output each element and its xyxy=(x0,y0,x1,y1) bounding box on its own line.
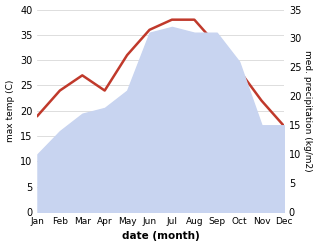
Y-axis label: med. precipitation (kg/m2): med. precipitation (kg/m2) xyxy=(303,50,313,172)
Y-axis label: max temp (C): max temp (C) xyxy=(5,80,15,142)
X-axis label: date (month): date (month) xyxy=(122,231,200,242)
